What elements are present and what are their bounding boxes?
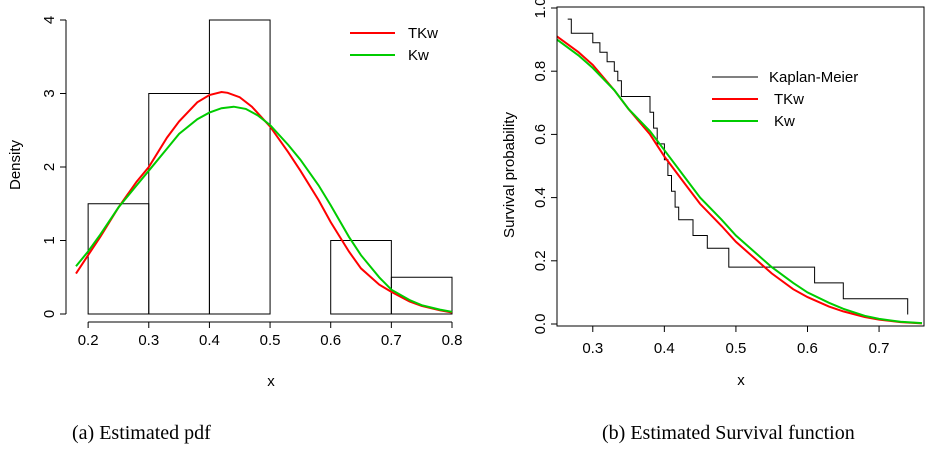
histogram-bar	[390, 276, 453, 315]
panel-b-x-axis-title: x	[737, 372, 745, 389]
legend-label-kw: Kw	[408, 47, 429, 64]
series-line-kw	[75, 105, 453, 313]
histogram-bar	[87, 203, 150, 315]
x-tick-label: 0.3	[138, 332, 159, 349]
y-tick-label: 2	[41, 163, 58, 171]
x-tick-label: 0.6	[320, 332, 341, 349]
y-tick-label: 1	[41, 236, 58, 244]
x-tick-label: 0.5	[260, 332, 281, 349]
panel-a-caption: (a) Estimated pdf	[72, 422, 211, 444]
y-tick-label: 3	[41, 89, 58, 97]
x-tick-label: 0.7	[381, 332, 402, 349]
y-tick-label: 0.0	[532, 314, 549, 335]
series-line-kw	[556, 38, 923, 325]
plot-frame	[556, 6, 925, 327]
x-tick-label: 0.8	[442, 332, 463, 349]
panel-b-survival: 0.3 0.4 0.5 0.6 0.7 0.0 0.2 0.4 0.6 0.8 1.0 x Surv…	[501, 0, 925, 444]
x-tick-label: 0.4	[654, 340, 675, 357]
y-tick-label: 0	[41, 310, 58, 318]
panel-b-legend: Kaplan-Meier TKw Kw	[712, 69, 858, 130]
x-tick-label: 0.4	[199, 332, 220, 349]
x-tick-label: 0.2	[78, 332, 99, 349]
series-line-kaplan-meier	[567, 18, 909, 315]
panel-b-axes: 0.3 0.4 0.5 0.6 0.7 0.0 0.2 0.4 0.6 0.8 1.0	[532, 0, 925, 357]
x-tick-label: 0.6	[797, 340, 818, 357]
panel-a-y-axis-title: Density	[7, 139, 24, 190]
legend-label-tkw: TKw	[408, 25, 438, 42]
y-tick-label: 1.0	[532, 0, 549, 18]
y-tick-label: 4	[41, 16, 58, 24]
histogram-bar	[148, 93, 210, 315]
y-tick-label: 0.2	[532, 250, 549, 271]
y-tick-label: 0.4	[532, 187, 549, 208]
panel-b-caption: (b) Estimated Survival function	[602, 422, 855, 444]
series-line-tkw	[75, 90, 453, 314]
histogram-bar	[208, 19, 271, 315]
panel-a-x-axis-title: x	[267, 373, 275, 390]
legend-label-kw: Kw	[774, 113, 795, 130]
x-tick-label: 0.7	[869, 340, 890, 357]
legend-label-tkw: TKw	[774, 91, 804, 108]
panel-a-pdf: 0.2 0.3 0.4 0.5 0.6 0.7 0.8 0 1 2 3 4 x Density TKw…	[7, 16, 462, 444]
series-line-tkw	[556, 35, 923, 325]
panel-b-plot-area	[556, 18, 923, 325]
panel-a-axes: 0.2 0.3 0.4 0.5 0.6 0.7 0.8 0 1 2 3 4	[41, 16, 462, 349]
y-tick-label: 0.8	[532, 61, 549, 82]
panel-a-plot-area	[75, 19, 453, 315]
panel-b-y-axis-title: Survival probability	[501, 112, 518, 238]
panel-a-legend: TKw Kw	[350, 25, 438, 64]
x-tick-label: 0.3	[582, 340, 603, 357]
x-tick-label: 0.5	[725, 340, 746, 357]
legend-label-kaplan-meier: Kaplan-Meier	[769, 69, 858, 86]
y-tick-label: 0.6	[532, 124, 549, 145]
histogram-bar	[330, 240, 392, 315]
